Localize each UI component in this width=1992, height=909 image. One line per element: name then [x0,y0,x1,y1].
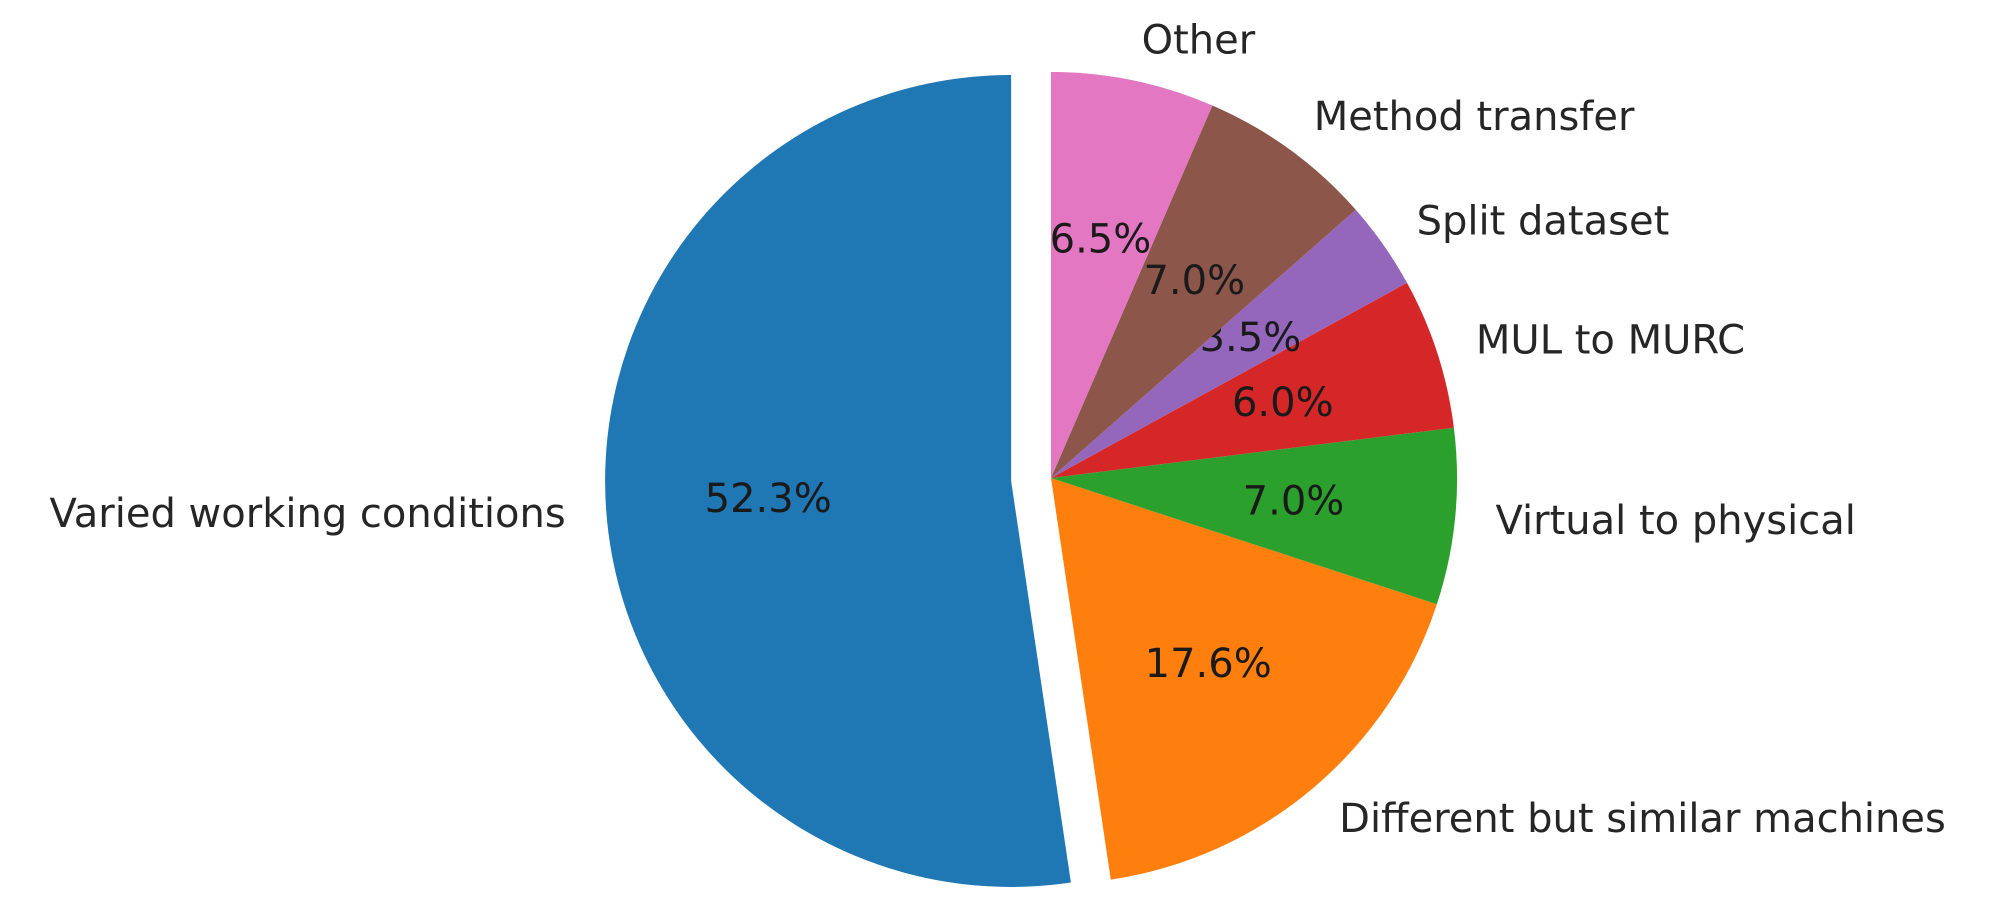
pie-slice-other [1051,72,1213,478]
pie-percent-label: 52.3% [705,476,832,522]
pie-slice-split-dataset [1051,209,1407,479]
pie-percent-label: 17.6% [1145,641,1272,687]
pie-slice-virtual-to-physical [1051,427,1457,605]
pie-category-label: Method transfer [1314,94,1635,140]
pie-category-label: Varied working conditions [50,491,566,537]
pie-category-label: MUL to MURC [1476,318,1745,364]
pie-percent-label: 6.5% [1050,216,1152,262]
pie-category-label: Different but similar machines [1339,796,1946,842]
pie-slice-mul-to-murc [1051,282,1454,478]
pie-category-label: Virtual to physical [1496,498,1856,544]
pie-category-label: Other [1142,18,1256,64]
pie-category-label: Split dataset [1417,199,1670,245]
pie-percent-label: 7.0% [1143,258,1245,304]
pie-percent-label: 6.0% [1232,380,1334,426]
pie-percent-label: 7.0% [1243,478,1345,524]
pie-slice-different-but-similar-machines [1051,478,1437,880]
pie-slice-varied-working-conditions [605,74,1071,887]
pie-slice-method-transfer [1051,105,1356,478]
